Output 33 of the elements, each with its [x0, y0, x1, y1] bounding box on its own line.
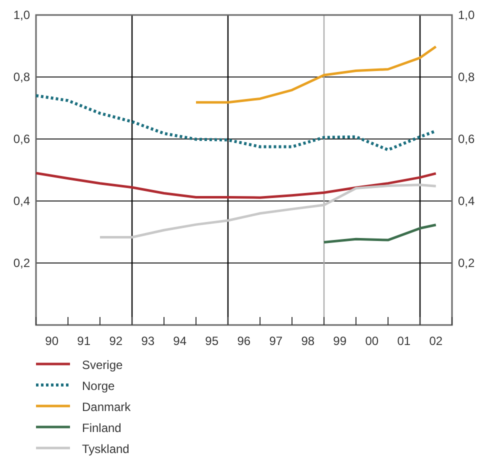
legend-label: Tyskland: [82, 442, 130, 456]
line-series: [34, 94, 438, 152]
line-series: [34, 172, 438, 199]
x-tick-label: 96: [237, 334, 251, 348]
y2-tick-label: 0,6: [458, 132, 476, 146]
x-tick-label: 93: [141, 334, 155, 348]
y-tick-label: 0,4: [13, 194, 30, 208]
x-tick-label: 02: [429, 334, 443, 348]
y-tick-label: 0,8: [13, 70, 30, 84]
x-tick-label: 01: [397, 334, 411, 348]
y2-tick-label: 0,4: [458, 194, 476, 208]
y-tick-label: 1,0: [13, 8, 30, 22]
line-series: [98, 184, 438, 239]
legend-label: Danmark: [82, 400, 132, 414]
y2-tick-label: 0,2: [458, 256, 476, 270]
legend-label: Finland: [82, 421, 122, 435]
y2-tick-label: 0,8: [458, 70, 476, 84]
line-series: [194, 45, 438, 104]
x-tick-label: 91: [77, 334, 91, 348]
x-tick-label: 97: [269, 334, 283, 348]
x-tick-label: 99: [333, 334, 347, 348]
legend-label: Norge: [82, 379, 116, 393]
y2-tick-label: 1,0: [458, 8, 476, 22]
legend-label: Sverige: [82, 358, 124, 372]
x-tick-label: 90: [45, 334, 59, 348]
x-tick-label: 98: [301, 334, 315, 348]
x-tick-label: 00: [365, 334, 379, 348]
x-tick-label: 94: [173, 334, 187, 348]
y-tick-label: 0,6: [13, 132, 30, 146]
line-series: [322, 224, 438, 244]
x-tick-label: 92: [109, 334, 123, 348]
x-tick-label: 95: [205, 334, 219, 348]
y-tick-label: 0,2: [13, 256, 30, 270]
